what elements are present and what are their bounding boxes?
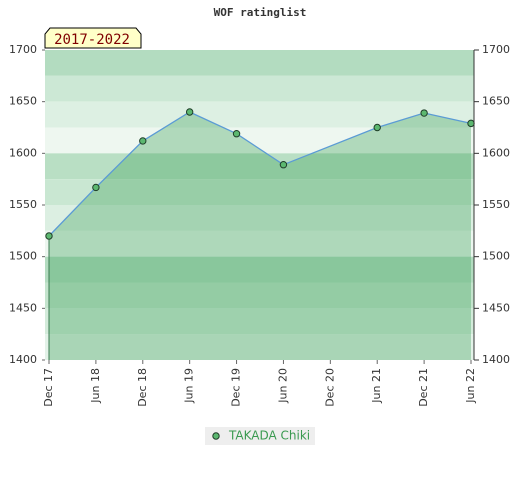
- band: [45, 75, 474, 102]
- x-tick-label: Jun 18: [89, 368, 102, 404]
- point: [185, 108, 194, 116]
- area: [49, 112, 471, 360]
- band: [45, 308, 474, 335]
- point: [420, 109, 428, 117]
- y2-tick-label: 1650: [482, 95, 510, 108]
- y2-tick-label: 1700: [482, 43, 510, 56]
- band: [45, 256, 474, 283]
- band: [45, 50, 474, 76]
- point: [467, 119, 475, 128]
- x-tick-label: Dec 19: [230, 368, 243, 407]
- y-tick-label: 1600: [9, 146, 37, 159]
- band: [45, 205, 474, 231]
- x-tick-label: Jun 19: [183, 368, 196, 404]
- legend-marker: [212, 432, 220, 440]
- band: [45, 334, 474, 360]
- y2-tick-label: 1500: [482, 250, 510, 263]
- point: [139, 137, 147, 145]
- y-tick-label: 1450: [9, 301, 37, 314]
- band: [45, 179, 474, 205]
- y-tick-label: 1500: [9, 250, 37, 263]
- y-tick-label: 1400: [9, 353, 37, 366]
- y2-tick-label: 1600: [482, 146, 510, 159]
- plot: [45, 108, 475, 360]
- legend: [205, 427, 315, 445]
- x-tick-label: Jun 22: [464, 368, 477, 404]
- y2-tick-label: 1550: [482, 198, 510, 211]
- y2-tick-label: 1450: [482, 301, 510, 314]
- annotation-box: [44, 27, 142, 49]
- annotation: 2017-2022: [54, 32, 130, 48]
- x-tick-label: Dec 18: [136, 368, 149, 407]
- point: [279, 161, 288, 169]
- x-tick-label: Dec 17: [42, 368, 55, 407]
- point: [232, 130, 241, 138]
- x-tick-label: Jun 20: [276, 368, 289, 404]
- y-tick-label: 1550: [9, 198, 37, 211]
- point: [373, 123, 381, 132]
- y2-tick-label: 1400: [482, 353, 510, 366]
- band: [45, 101, 474, 128]
- point: [45, 232, 53, 240]
- point: [92, 183, 100, 192]
- x-tick-label: Dec 20: [323, 368, 336, 407]
- y-tick-label: 1700: [9, 43, 37, 56]
- chart-title: WOF ratinglist: [214, 6, 307, 19]
- legend-label: TAKADA Chiki: [228, 429, 310, 443]
- x-tick-label: Jun 21: [370, 368, 383, 404]
- x-tick-label: Dec 21: [417, 368, 430, 407]
- band: [45, 230, 474, 257]
- band: [45, 282, 474, 309]
- y-tick-label: 1650: [9, 95, 37, 108]
